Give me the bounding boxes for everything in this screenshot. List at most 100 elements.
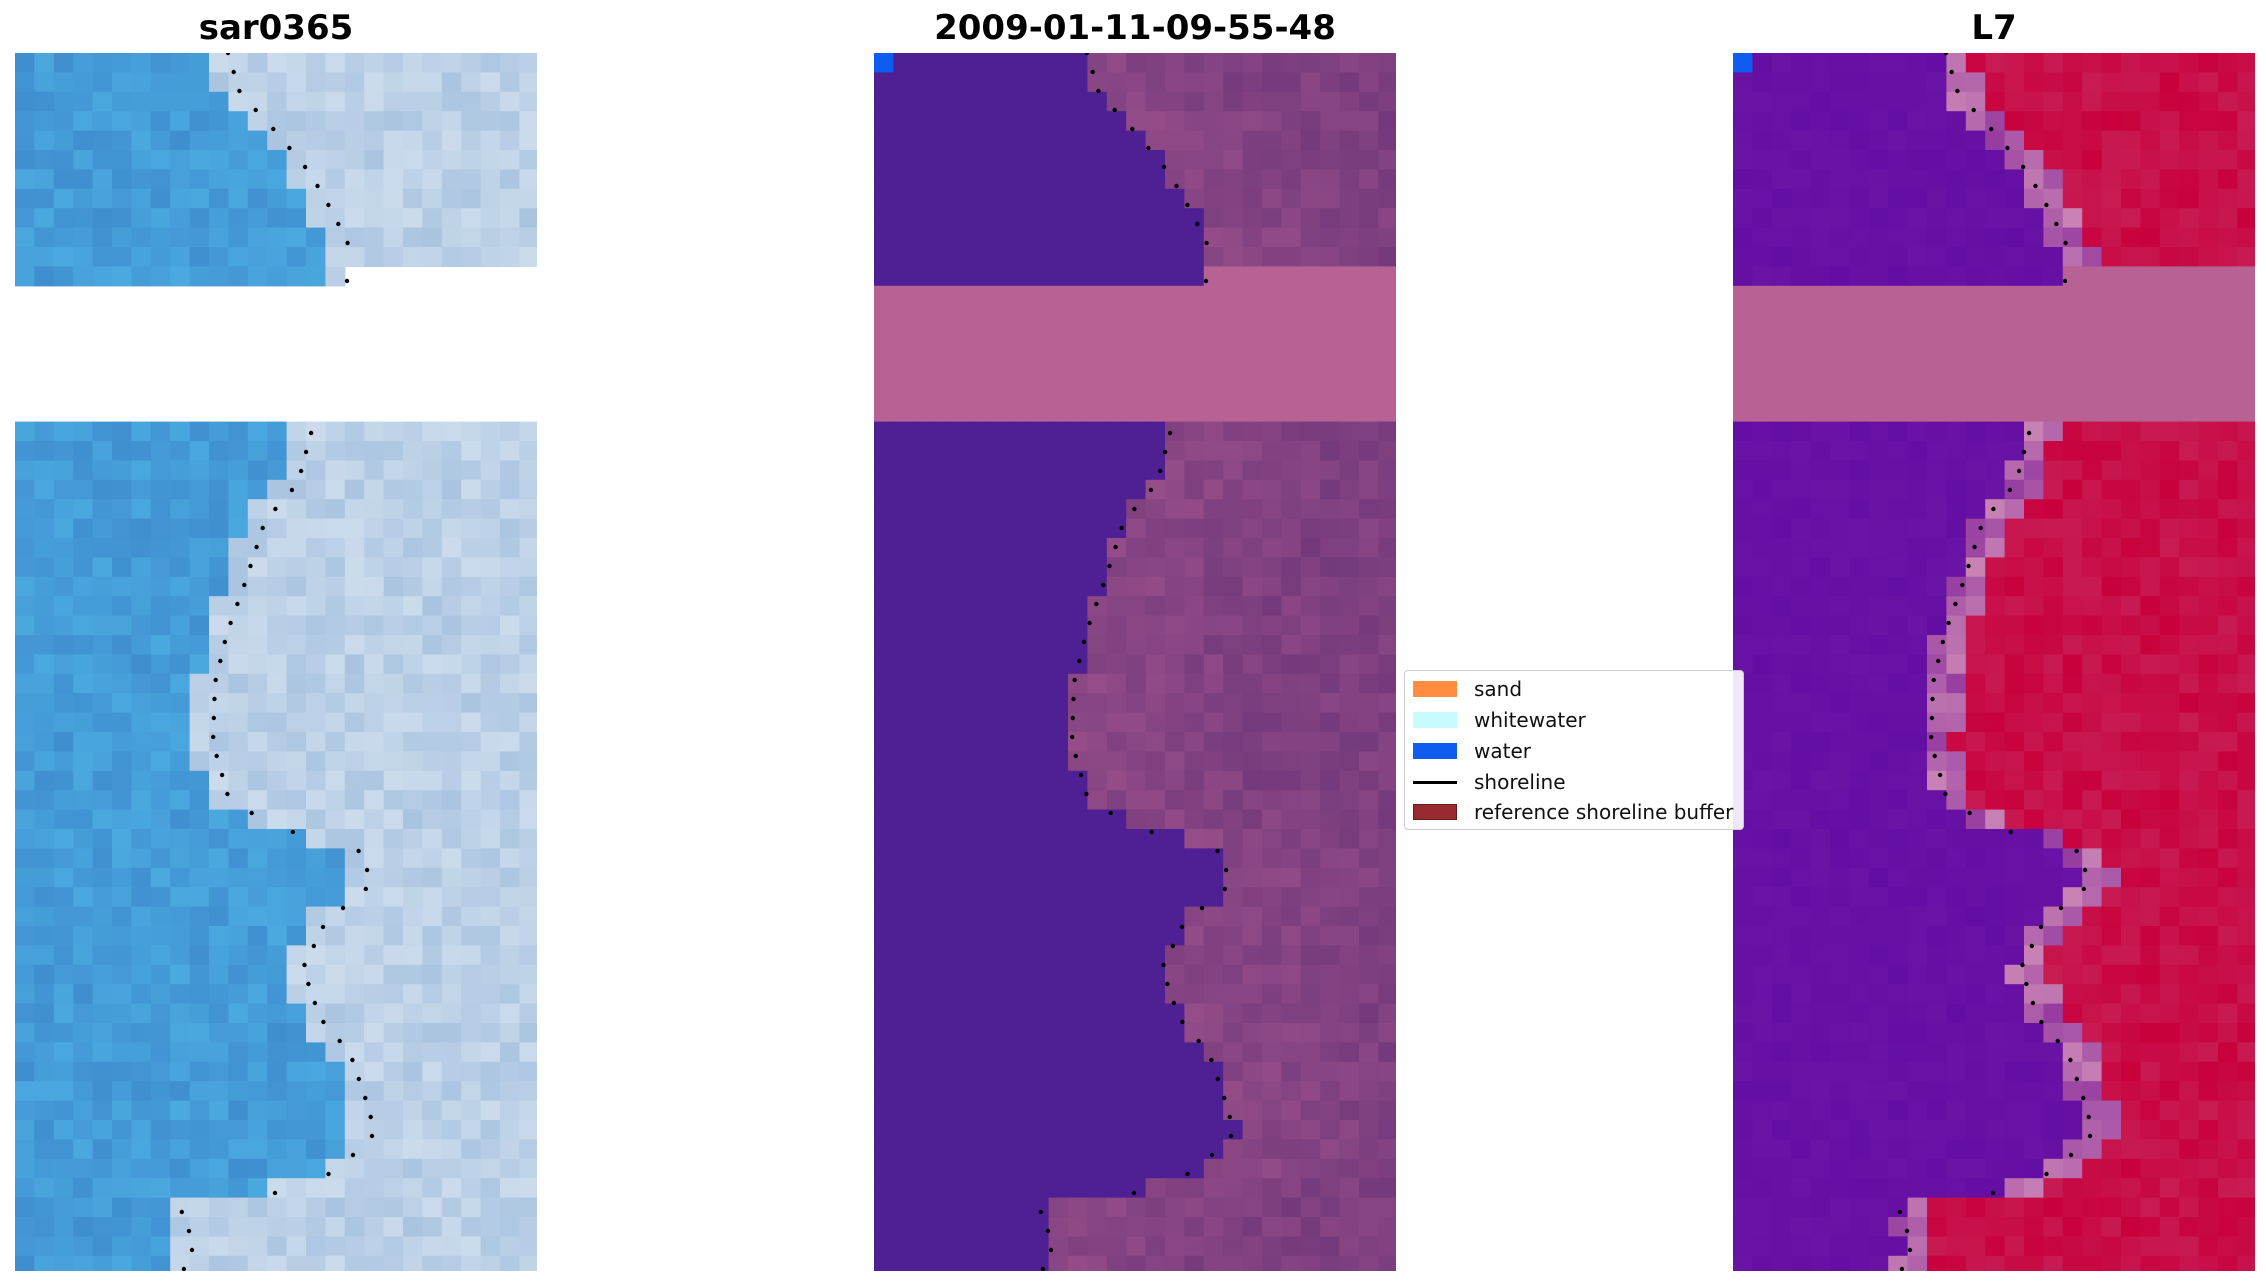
shoreline-point — [1070, 715, 1075, 721]
raster-pixel — [1029, 169, 1050, 190]
raster-pixel — [112, 712, 132, 733]
raster-pixel — [1771, 382, 1792, 403]
raster-pixel — [228, 693, 249, 714]
raster-pixel — [286, 169, 307, 190]
raster-pixel — [2121, 208, 2141, 229]
raster-pixel — [1359, 441, 1379, 461]
raster-pixel — [1087, 673, 1108, 694]
raster-pixel — [1733, 111, 1753, 132]
raster-pixel — [286, 576, 307, 597]
raster-pixel — [189, 91, 210, 112]
raster-pixel — [1223, 285, 1244, 306]
raster-pixel — [1927, 130, 1947, 151]
raster-pixel — [112, 499, 132, 520]
raster-pixel — [1791, 596, 1812, 617]
raster-pixel — [1300, 576, 1321, 597]
raster-pixel — [209, 208, 229, 229]
raster-pixel — [1281, 712, 1302, 733]
raster-pixel — [15, 1120, 35, 1140]
raster-pixel — [1907, 848, 1928, 869]
raster-pixel — [1029, 1042, 1050, 1063]
raster-pixel — [306, 72, 326, 93]
raster-pixel — [1184, 635, 1205, 655]
raster-pixel — [209, 693, 229, 714]
raster-pixel — [364, 1003, 385, 1024]
raster-pixel — [1868, 1139, 1889, 1160]
raster-pixel — [1888, 421, 1909, 442]
raster-pixel — [15, 596, 35, 617]
raster-pixel — [1165, 867, 1185, 888]
raster-pixel — [306, 770, 326, 791]
raster-pixel — [267, 111, 288, 132]
raster-pixel — [1203, 751, 1224, 772]
raster-pixel — [403, 518, 423, 539]
raster-pixel — [131, 460, 152, 481]
raster-pixel — [1965, 693, 1986, 714]
raster-pixel — [1985, 363, 2006, 384]
raster-pixel — [2237, 499, 2255, 520]
raster-pixel — [971, 53, 991, 73]
raster-pixel — [1242, 751, 1263, 772]
raster-pixel — [364, 809, 385, 830]
raster-pixel — [1262, 1023, 1282, 1043]
raster-pixel — [1242, 596, 1263, 617]
raster-pixel — [403, 576, 423, 597]
raster-pixel — [170, 557, 191, 578]
raster-pixel — [1048, 829, 1069, 849]
raster-pixel — [1985, 1023, 2006, 1043]
raster-pixel — [2043, 1061, 2064, 1082]
shoreline-point — [356, 848, 361, 854]
raster-pixel — [874, 1120, 894, 1140]
raster-pixel — [1145, 1061, 1166, 1082]
raster-pixel — [1359, 926, 1379, 946]
raster-pixel — [344, 1139, 365, 1160]
raster-pixel — [2082, 402, 2103, 423]
raster-pixel — [1927, 1236, 1947, 1257]
raster-pixel — [1849, 1042, 1870, 1063]
raster-pixel — [1378, 1236, 1396, 1257]
raster-pixel — [325, 712, 346, 733]
raster-pixel — [73, 848, 94, 869]
raster-pixel — [1810, 712, 1831, 733]
raster-pixel — [971, 1255, 991, 1271]
raster-pixel — [519, 1255, 537, 1271]
raster-pixel — [2179, 518, 2200, 539]
raster-pixel — [1242, 1236, 1263, 1257]
raster-pixel — [1165, 1042, 1185, 1063]
raster-pixel — [2024, 208, 2044, 229]
raster-pixel — [2101, 1139, 2122, 1160]
shoreline-point — [350, 1057, 355, 1063]
raster-pixel — [209, 1061, 229, 1082]
raster-pixel — [1771, 53, 1792, 73]
raster-pixel — [1184, 1042, 1205, 1063]
raster-pixel — [1339, 402, 1360, 423]
raster-pixel — [1733, 344, 1753, 364]
raster-pixel — [2024, 111, 2044, 132]
raster-pixel — [1087, 809, 1108, 830]
raster-pixel — [1733, 848, 1753, 869]
shoreline-point — [311, 943, 316, 949]
raster-pixel — [951, 557, 972, 578]
raster-pixel — [1320, 848, 1341, 869]
raster-pixel — [874, 266, 894, 287]
raster-pixel — [2159, 324, 2180, 345]
raster-pixel — [441, 1003, 462, 1024]
raster-pixel — [893, 441, 914, 461]
raster-pixel — [1029, 1003, 1050, 1024]
raster-pixel — [2218, 1042, 2238, 1063]
raster-pixel — [1262, 169, 1282, 190]
raster-pixel — [1087, 285, 1108, 306]
raster-pixel — [286, 693, 307, 714]
raster-pixel — [1733, 1197, 1753, 1218]
raster-pixel — [2082, 499, 2103, 520]
raster-pixel — [1868, 538, 1889, 558]
raster-pixel — [267, 790, 288, 811]
raster-pixel — [1145, 1100, 1166, 1121]
raster-pixel — [2004, 576, 2025, 597]
raster-pixel — [1752, 1100, 1773, 1121]
raster-pixel — [1339, 926, 1360, 946]
raster-pixel — [1868, 693, 1889, 714]
raster-pixel — [1087, 1023, 1108, 1043]
raster-pixel — [2140, 1042, 2161, 1063]
raster-pixel — [15, 635, 35, 655]
